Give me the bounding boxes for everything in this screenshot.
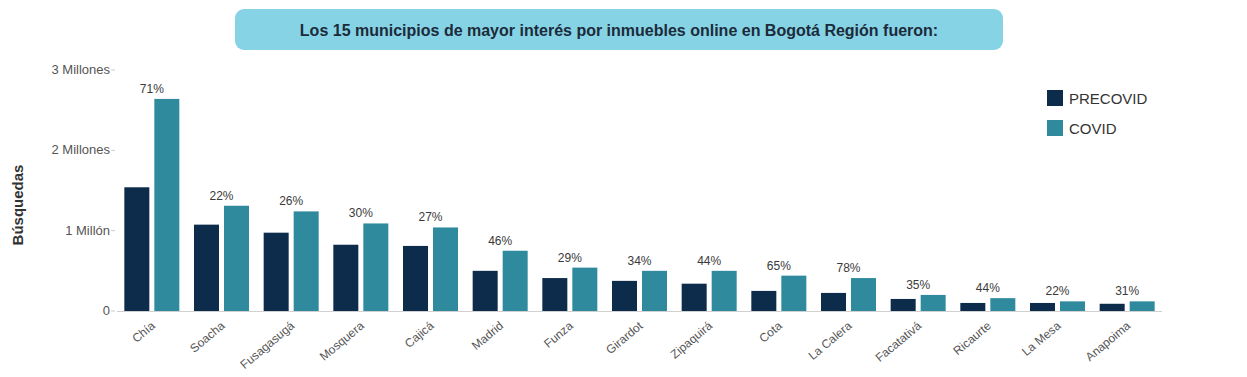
x-axis-line [117,311,1162,312]
title: Los 15 municipios de mayor interés por i… [300,22,938,39]
y-tick [111,230,115,231]
annotation: 31% [1115,284,1139,298]
legend-label: PRECOVID [1069,90,1148,107]
bar [1130,301,1155,311]
legend-swatch [1047,120,1063,136]
x-tick-label: Anapoima [1083,318,1134,364]
bar [224,206,249,311]
bar [921,295,946,311]
x-tick-label: Soacha [187,318,227,355]
bar [433,227,458,311]
annotation: 27% [418,210,442,224]
x-axis: Chía Soacha Fusagasugá Mosquera Cajicá Madrid… [129,318,1133,372]
y-axis: 0 1 Millón 2 Millones 3 Millones [51,62,115,318]
bar [503,251,528,311]
x-tick-label: La Calera [806,318,855,362]
x-tick-label: Girardot [603,318,646,357]
y-axis-label: Búsquedas [9,165,26,246]
x-tick-label: Fusagasugá [238,318,298,371]
x-tick-label: Funza [541,318,576,350]
x-tick-label: Mosquera [317,318,367,363]
annotation: 22% [209,189,233,203]
bar [403,246,428,311]
x-tick-label: Zipaquirá [668,318,716,361]
bar [612,281,637,311]
x-tick-label: Madrid [469,319,506,353]
bar [473,271,498,311]
legend: PRECOVID COVID [1047,90,1148,137]
x-tick-label: Cota [756,318,785,345]
y-tick [111,150,115,151]
annotation: 35% [906,278,930,292]
bar [960,303,985,311]
x-tick-label: Ricaurte [951,318,994,358]
annotation: 44% [697,254,721,268]
bar [781,276,806,311]
bar [712,271,737,311]
x-tick-label: Chía [129,318,158,345]
bar [1100,304,1125,311]
bar [154,99,179,311]
y-tick-label: 3 Millones [51,62,110,77]
annotation: 65% [767,259,791,273]
annotation: 44% [976,281,1000,295]
bar [124,187,149,311]
x-tick-label: Facatativá [873,318,925,365]
annotation: 71% [140,82,164,96]
bar [542,278,567,311]
y-tick [111,70,115,71]
bar [572,268,597,311]
bar [294,211,319,311]
y-tick-label: 1 Millón [65,223,110,238]
annotation: 34% [627,254,651,268]
bar [1060,301,1085,311]
y-tick-label: 2 Millones [51,142,110,157]
annotation: 22% [1045,284,1069,298]
bar [363,223,388,311]
bar [682,284,707,311]
bar [851,278,876,311]
bar [264,233,289,311]
bar [642,271,667,311]
annotation: 78% [836,261,860,275]
annotation: 29% [558,251,582,265]
bar [751,291,776,311]
x-tick-label: La Mesa [1019,318,1064,359]
bar [333,245,358,311]
annotation: 30% [349,206,373,220]
bar [891,299,916,311]
x-tick-label: Cajicá [402,318,437,350]
bars [124,99,1154,311]
title-box [235,9,1003,50]
title-banner: Los 15 municipios de mayor interés por i… [235,9,1003,50]
legend-swatch [1047,90,1063,106]
y-tick [111,311,115,312]
legend-label: COVID [1069,120,1117,137]
annotation: 46% [488,234,512,248]
bar [990,298,1015,311]
chart: Los 15 municipios de mayor interés por i… [0,0,1247,377]
bar [194,225,219,311]
annotations: 71% 22% 26% 30% 27% 46% 29% 34% 44% 65% 78% 35% 44% 2… [140,82,1140,298]
annotation: 26% [279,194,303,208]
bar [821,293,846,311]
bar [1030,303,1055,311]
y-tick-label: 0 [103,303,110,318]
